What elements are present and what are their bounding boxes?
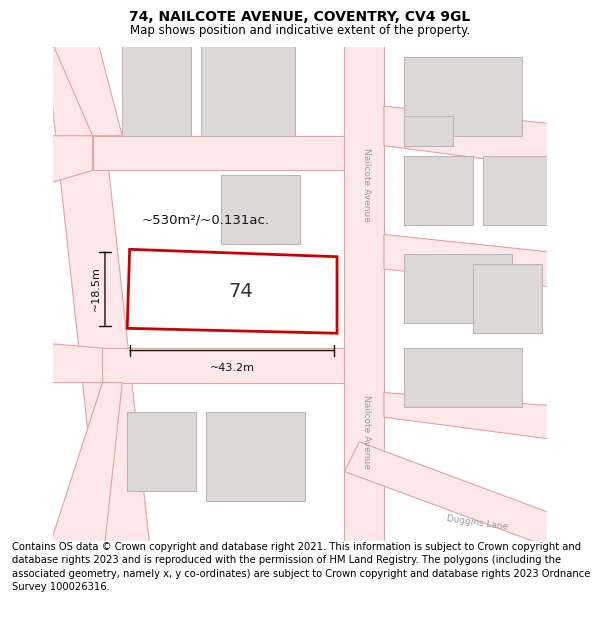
Bar	[201, 37, 295, 136]
Polygon shape	[127, 249, 337, 333]
Text: 74: 74	[229, 282, 253, 301]
Polygon shape	[384, 106, 572, 170]
Polygon shape	[92, 136, 344, 170]
Text: ~18.5m: ~18.5m	[91, 266, 101, 311]
Text: ~43.2m: ~43.2m	[209, 363, 254, 373]
Polygon shape	[103, 348, 344, 382]
Bar	[122, 37, 191, 136]
Bar	[482, 156, 552, 224]
Polygon shape	[43, 343, 103, 382]
Polygon shape	[344, 22, 384, 565]
Bar	[404, 57, 522, 136]
Polygon shape	[43, 22, 122, 136]
Bar	[221, 175, 300, 244]
Text: ~530m²/~0.131ac.: ~530m²/~0.131ac.	[142, 213, 270, 226]
Polygon shape	[43, 22, 152, 565]
Bar	[404, 116, 453, 146]
Text: Nailcote Avenue: Nailcote Avenue	[362, 148, 371, 222]
Text: Nailcote Avenue: Nailcote Avenue	[362, 395, 371, 469]
Polygon shape	[384, 234, 572, 289]
Text: 74, NAILCOTE AVENUE, COVENTRY, CV4 9GL: 74, NAILCOTE AVENUE, COVENTRY, CV4 9GL	[130, 10, 470, 24]
Bar	[127, 412, 196, 491]
Bar	[206, 412, 305, 501]
Bar	[404, 348, 522, 408]
Polygon shape	[43, 382, 122, 565]
Bar	[404, 254, 512, 323]
Bar	[404, 156, 473, 224]
Text: Duggins Lane: Duggins Lane	[446, 514, 509, 532]
Text: Contains OS data © Crown copyright and database right 2021. This information is : Contains OS data © Crown copyright and d…	[12, 542, 590, 592]
Polygon shape	[384, 392, 572, 442]
Bar	[473, 264, 542, 333]
Polygon shape	[344, 442, 572, 556]
Text: Map shows position and indicative extent of the property.: Map shows position and indicative extent…	[130, 24, 470, 36]
Polygon shape	[43, 136, 92, 185]
